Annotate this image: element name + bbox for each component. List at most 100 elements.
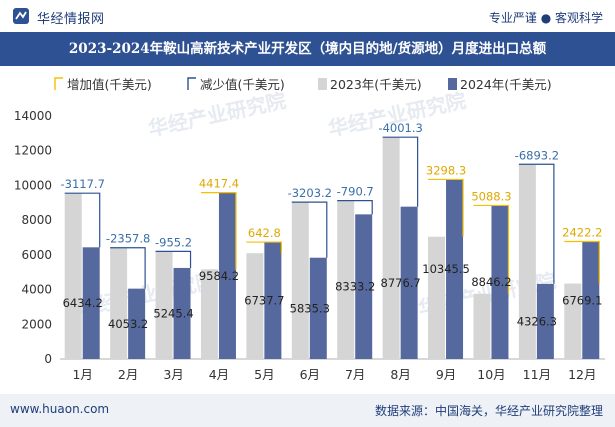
value-label-2024: 9584.2 <box>199 269 239 283</box>
x-tick-label: 6月 <box>300 367 320 382</box>
legend-2023-label: 2023年(千美元) <box>330 77 422 92</box>
footer-bar: www.huaon.com 数据来源：中国海关，华经产业研究院整理 <box>0 394 615 427</box>
bar-2024[interactable] <box>128 288 146 359</box>
bar-2023[interactable] <box>64 193 82 359</box>
value-label-2024: 8776.7 <box>381 276 421 290</box>
x-tick-label: 3月 <box>163 367 183 382</box>
bar-2023[interactable] <box>428 236 446 359</box>
bar-2023[interactable] <box>518 164 536 359</box>
brand-name: 华经情报网 <box>37 12 105 27</box>
value-label-2024: 5245.4 <box>153 306 193 320</box>
decrease-bracket <box>291 201 328 258</box>
bar-2024[interactable] <box>264 242 282 359</box>
increase-bracket <box>246 241 282 254</box>
bar-2024[interactable] <box>582 241 600 359</box>
legend-increase-label: 增加值(千美元) <box>67 77 152 92</box>
brand-tagline: 专业严谨 ● 客观科学 <box>488 11 603 25</box>
bar-2024[interactable] <box>218 192 236 359</box>
change-label: 5088.3 <box>471 189 511 203</box>
value-label-2024: 8846.2 <box>471 275 511 289</box>
bar-2023[interactable] <box>155 251 173 359</box>
increase-bracket <box>428 178 464 237</box>
y-tick-label: 12000 <box>14 144 52 158</box>
bar-2024[interactable] <box>400 206 418 359</box>
y-tick-label: 0 <box>44 352 52 366</box>
legend-2024-label: 2024年(千美元) <box>460 77 552 92</box>
value-label-2024: 6737.7 <box>244 294 284 308</box>
value-label-2024: 6769.1 <box>562 293 602 307</box>
y-tick-label: 10000 <box>14 178 52 192</box>
bar-2024[interactable] <box>355 214 373 359</box>
change-label: -3117.7 <box>61 177 105 191</box>
bar-2024[interactable] <box>309 257 327 359</box>
x-tick-label: 5月 <box>254 367 274 382</box>
bar-2024[interactable] <box>491 205 509 359</box>
change-label: -4001.3 <box>378 121 422 135</box>
x-tick-label: 1月 <box>72 367 92 382</box>
y-tick-label: 8000 <box>21 213 52 227</box>
decrease-bracket <box>155 250 192 268</box>
change-label: -6893.2 <box>515 148 559 162</box>
decrease-bracket <box>337 200 373 215</box>
x-tick-label: 4月 <box>209 367 229 382</box>
value-label-2024: 5835.3 <box>290 301 330 315</box>
decrease-bracket <box>382 136 419 207</box>
legend-decrease-swatch <box>187 77 196 90</box>
y-tick-label: 14000 <box>14 109 52 123</box>
change-label: -790.7 <box>337 185 374 199</box>
website-url[interactable]: www.huaon.com <box>10 402 110 416</box>
data-source: 数据来源：中国海关，华经产业研究院整理 <box>374 404 603 418</box>
x-tick-label: 12月 <box>568 367 596 382</box>
change-label: -3203.2 <box>288 186 332 200</box>
x-tick-label: 9月 <box>436 367 456 382</box>
y-tick-label: 6000 <box>21 248 52 262</box>
increase-bracket <box>564 240 600 284</box>
y-tick-label: 2000 <box>21 317 52 331</box>
x-tick-label: 10月 <box>477 367 505 382</box>
value-label-2024: 4053.2 <box>108 317 148 331</box>
bar-2023[interactable] <box>473 293 491 359</box>
x-tick-label: 11月 <box>523 367 551 382</box>
change-label: 642.8 <box>248 226 281 240</box>
watermark-text: 华经产业研究院 <box>146 88 288 141</box>
bar-2023[interactable] <box>382 137 400 359</box>
value-label-2024: 6434.2 <box>63 296 103 310</box>
legend-increase-swatch <box>54 77 63 90</box>
bar-2024[interactable] <box>446 179 464 359</box>
bar-2023[interactable] <box>564 283 582 359</box>
legend-2023-swatch <box>318 78 327 90</box>
top-bar: 华经情报网 专业严谨 ● 客观科学 <box>0 0 615 32</box>
x-tick-label: 8月 <box>390 367 410 382</box>
bar-2023[interactable] <box>291 202 309 359</box>
bar-2023[interactable] <box>200 269 218 359</box>
legend-2024-swatch <box>448 78 457 90</box>
bar-2024[interactable] <box>173 267 191 359</box>
bar-2024[interactable] <box>536 283 554 359</box>
bar-chart: 华经产业研究院华经产业研究院华经产业研究院华经产业研究院增加值(千美元)减少值(… <box>14 77 605 382</box>
bar-2023[interactable] <box>110 247 128 359</box>
title-band: 2023-2024年鞍山高新技术产业开发区（境内目的地/货源地）月度进出口总额 <box>0 32 615 66</box>
change-label: -2357.8 <box>106 232 150 246</box>
decrease-bracket <box>64 192 101 248</box>
change-label: -955.2 <box>155 235 192 249</box>
bar-2024[interactable] <box>82 247 100 359</box>
change-label: 2422.2 <box>562 226 602 240</box>
bar-2023[interactable] <box>246 253 264 359</box>
increase-bracket <box>473 204 510 294</box>
chart-title: 2023-2024年鞍山高新技术产业开发区（境内目的地/货源地）月度进出口总额 <box>68 41 547 57</box>
huajing-logo-icon <box>13 8 29 24</box>
value-label-2024: 10345.5 <box>422 262 470 276</box>
decrease-bracket <box>110 247 146 289</box>
value-label-2024: 8333.2 <box>335 280 375 294</box>
y-tick-label: 4000 <box>21 283 52 297</box>
x-tick-label: 7月 <box>345 367 365 382</box>
change-label: 3298.3 <box>426 163 466 177</box>
value-label-2024: 4326.3 <box>517 314 557 328</box>
bar-2023[interactable] <box>337 200 355 359</box>
x-tick-label: 2月 <box>118 367 138 382</box>
decrease-bracket <box>518 163 555 284</box>
increase-bracket <box>200 192 237 270</box>
change-label: 4417.4 <box>199 177 239 191</box>
legend-decrease-label: 减少值(千美元) <box>200 77 285 92</box>
